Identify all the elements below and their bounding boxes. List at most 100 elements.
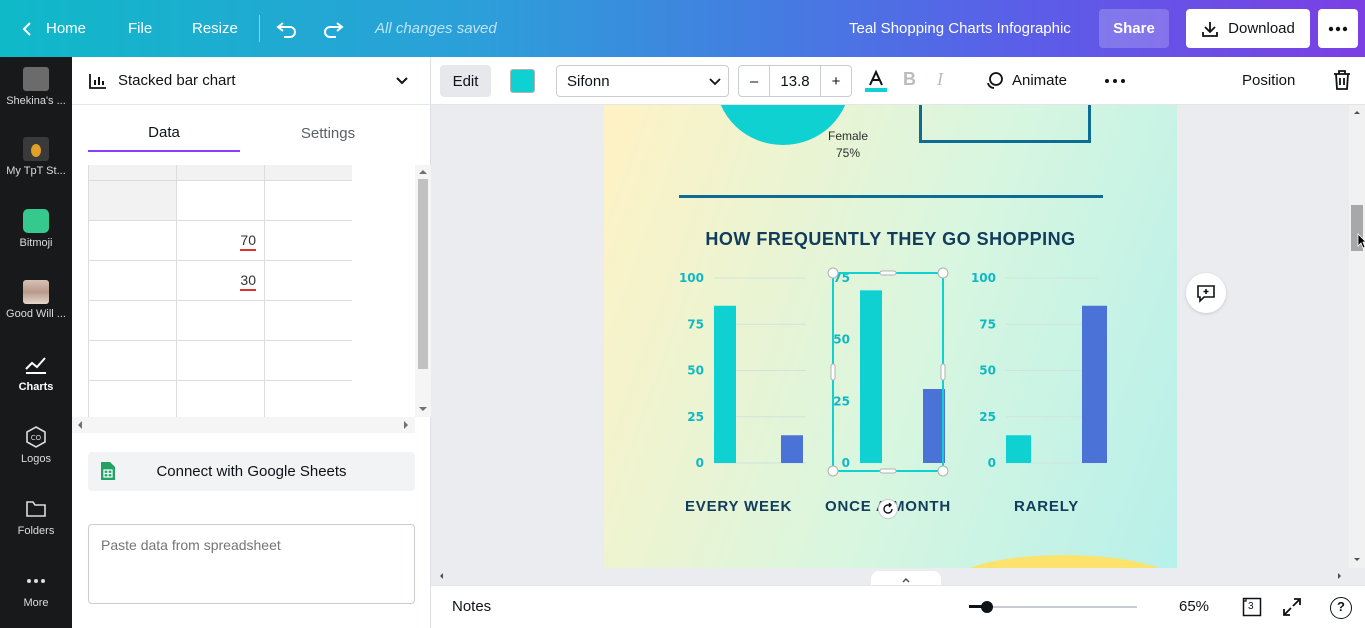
notes-button[interactable]: Notes [452,598,492,615]
tab-data[interactable]: Data [88,114,240,152]
google-sheets-icon [101,462,115,480]
table-cell[interactable] [177,301,265,341]
table-cell[interactable] [89,261,177,301]
zoom-slider-handle[interactable] [981,601,993,613]
canvas-vertical-scrollbar[interactable] [1349,105,1365,568]
file-menu[interactable]: File [128,20,153,37]
resize-handle[interactable] [830,363,836,381]
table-cell[interactable] [177,381,265,417]
scrollbar-thumb[interactable] [418,179,428,369]
table-cell[interactable] [265,181,352,221]
table-cell-value[interactable]: 70 [177,221,265,261]
info-box[interactable] [919,105,1091,143]
redo-button[interactable] [322,0,344,57]
chart-data-panel: Stacked bar chart Data Settings 70 30 [72,57,431,628]
rail-item-folders[interactable]: Folders [0,497,72,537]
undo-button[interactable] [276,0,298,57]
resize-handle[interactable] [827,465,839,477]
zoom-slider[interactable] [969,598,1137,616]
canvas-horizontal-scrollbar[interactable] [431,568,1349,585]
position-button[interactable]: Position [1242,72,1296,89]
edit-button[interactable]: Edit [440,65,491,97]
rail-item-shekinas-folder[interactable]: Shekina's ... [0,67,72,107]
resize-handle[interactable] [879,270,897,276]
more-options-button[interactable] [1318,9,1358,48]
resize-handle[interactable] [937,267,949,279]
chart-type-selector[interactable]: Stacked bar chart [72,57,431,105]
resize-handle[interactable] [937,465,949,477]
animate-icon [987,72,1003,89]
page-count-button[interactable]: 3 [1242,597,1262,617]
chart-type-label: Stacked bar chart [118,72,236,89]
table-horizontal-scrollbar[interactable] [72,417,415,433]
bold-button[interactable]: B [903,69,916,89]
table-cell[interactable] [265,165,352,181]
table-cell[interactable] [89,301,177,341]
rail-item-bitmoji[interactable]: Bitmoji [0,209,72,249]
paste-data-input[interactable] [88,524,415,604]
increase-font-size-button[interactable]: + [820,66,851,96]
more-options-button[interactable] [1104,71,1126,96]
table-cell[interactable] [177,181,265,221]
rail-item-good-will[interactable]: Good Will ... [0,280,72,320]
table-cell[interactable] [265,381,352,417]
font-selector[interactable]: Sifonn [556,65,729,97]
table-cell[interactable] [89,341,177,381]
comment-button[interactable] [1186,273,1226,313]
tab-settings[interactable]: Settings [300,124,356,142]
rail-item-logos[interactable]: CO Logos [0,425,72,465]
scroll-left-icon [440,573,443,579]
home-button[interactable]: Home [20,0,86,57]
table-vertical-scrollbar[interactable] [415,165,431,417]
help-button[interactable]: ? [1330,597,1352,619]
delete-button[interactable] [1332,69,1352,96]
table-cell-value[interactable]: 30 [177,261,265,301]
rotate-handle[interactable] [878,499,898,519]
rail-label: Good Will ... [6,308,66,320]
data-table: 70 30 [88,165,352,417]
page-count: 3 [1248,601,1254,612]
animate-button[interactable]: Animate [984,70,1067,90]
bitmoji-icon [23,209,49,233]
table-cell[interactable] [265,301,352,341]
y-tick-label: 0 [696,456,704,470]
text-color-button[interactable] [864,69,888,93]
undo-icon [276,21,296,38]
y-tick-label: 50 [687,364,704,378]
table-cell[interactable] [177,165,265,181]
table-cell[interactable] [177,341,265,381]
zoom-level[interactable]: 65% [1179,598,1210,615]
show-pages-toggle[interactable] [871,571,941,585]
table-cell[interactable] [89,221,177,261]
rail-item-charts[interactable]: Charts [0,353,72,393]
resize-handle[interactable] [827,267,839,279]
pie-percent: 75% [835,146,861,160]
document-title[interactable]: Teal Shopping Charts Infographic [849,20,1071,37]
table-cell[interactable] [89,165,177,181]
chart-line-icon [25,357,46,374]
y-tick-label: 25 [833,394,850,408]
decrease-font-size-button[interactable]: – [739,66,770,96]
resize-handle[interactable] [940,363,946,381]
font-size-value[interactable]: 13.8 [780,72,810,90]
color-swatch-button[interactable] [510,69,535,93]
share-button[interactable]: Share [1099,9,1169,48]
rail-item-more[interactable]: More [0,569,72,609]
rail-item-my-tpt-store[interactable]: My TpT St... [0,137,72,177]
table-cell[interactable] [265,261,352,301]
resize-handle[interactable] [879,468,897,474]
more-dots-icon [1105,79,1125,83]
table-cell[interactable] [265,341,352,381]
divider-line [679,195,1103,198]
table-cell[interactable] [265,221,352,261]
resize-button[interactable]: Resize [192,20,238,37]
fullscreen-button[interactable] [1282,597,1302,622]
design-page[interactable]: Female 75% HOW FREQUENTLY THEY GO SHOPPI… [604,105,1177,568]
table-cell[interactable] [89,181,177,221]
editor-toolbar: Edit Sifonn – 13.8 + B I Animate Positio… [431,57,1365,105]
download-button[interactable]: Download [1186,9,1310,48]
connect-google-sheets-button[interactable]: Connect with Google Sheets [88,452,415,491]
italic-button[interactable]: I [937,69,943,89]
table-cell[interactable] [89,381,177,417]
